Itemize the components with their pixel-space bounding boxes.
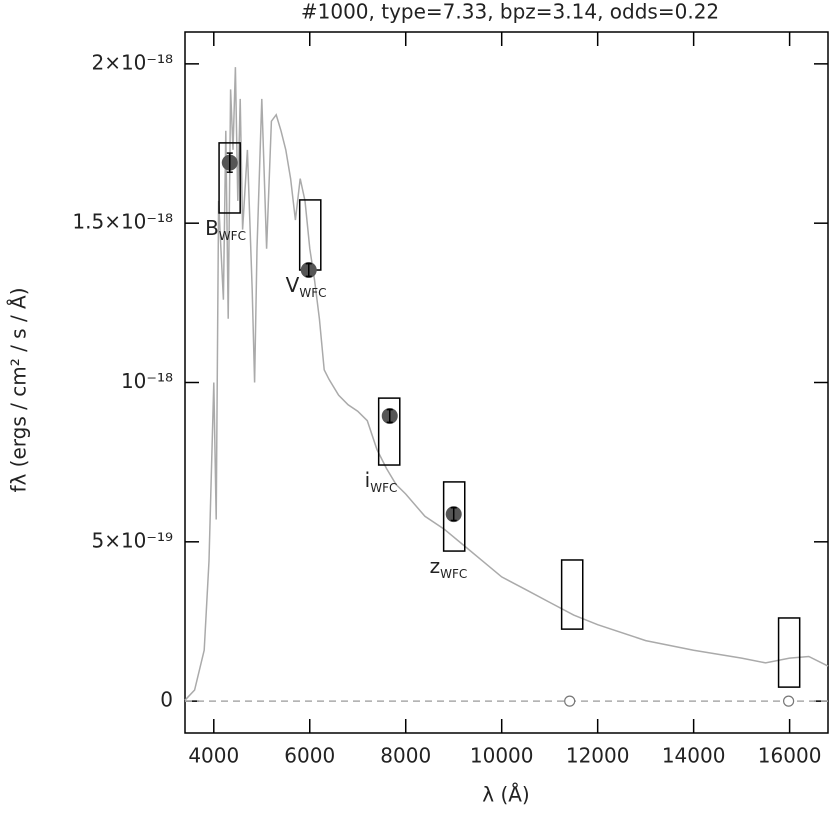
error-bar <box>305 262 312 278</box>
y-tick-label: 1.5×10⁻¹⁸ <box>72 210 173 234</box>
x-tick-label: 8000 <box>380 744 431 768</box>
x-tick-label: 16000 <box>758 744 822 768</box>
undetected-flux <box>564 695 576 707</box>
y-tick-label: 2×10⁻¹⁸ <box>91 50 173 74</box>
filter-subscript: WFC <box>440 567 467 581</box>
model-flux-box <box>560 559 584 630</box>
x-tick-label: 10000 <box>470 744 534 768</box>
error-bar <box>386 408 393 424</box>
y-tick-label: 0 <box>160 688 173 712</box>
model-flux-box <box>298 199 322 271</box>
chart-title: #1000, type=7.33, bpz=3.14, odds=0.22 <box>301 0 719 24</box>
y-tick-label: 10⁻¹⁸ <box>121 369 173 393</box>
undetected-flux <box>783 695 795 707</box>
filter-name: V <box>286 273 300 297</box>
x-axis-label: λ (Å) <box>482 783 529 807</box>
filter-subscript: WFC <box>219 228 246 242</box>
filter-label: BWFC <box>205 215 246 242</box>
filter-label: zWFC <box>430 554 468 581</box>
x-tick-label: 6000 <box>284 744 335 768</box>
filter-label: iWFC <box>365 468 398 495</box>
filter-label: VWFC <box>286 273 327 300</box>
x-tick-label: 14000 <box>662 744 726 768</box>
plot-frame <box>184 31 829 734</box>
error-bar <box>226 152 233 173</box>
y-axis-label: fλ (ergs / cm² / s / Å) <box>7 287 31 492</box>
filter-name: i <box>365 468 371 492</box>
model-flux-box <box>777 617 801 688</box>
model-flux-box <box>377 397 401 466</box>
model-flux-box <box>218 142 241 214</box>
x-tick-label: 12000 <box>566 744 630 768</box>
filter-subscript: WFC <box>370 481 397 495</box>
filter-subscript: WFC <box>299 286 326 300</box>
model-flux-box <box>442 481 466 552</box>
filter-name: z <box>430 554 441 578</box>
x-tick-label: 4000 <box>188 744 239 768</box>
spectrum-line <box>184 67 829 701</box>
y-tick-label: 5×10⁻¹⁹ <box>91 528 173 552</box>
filter-name: B <box>205 215 219 239</box>
error-bar <box>450 506 457 522</box>
